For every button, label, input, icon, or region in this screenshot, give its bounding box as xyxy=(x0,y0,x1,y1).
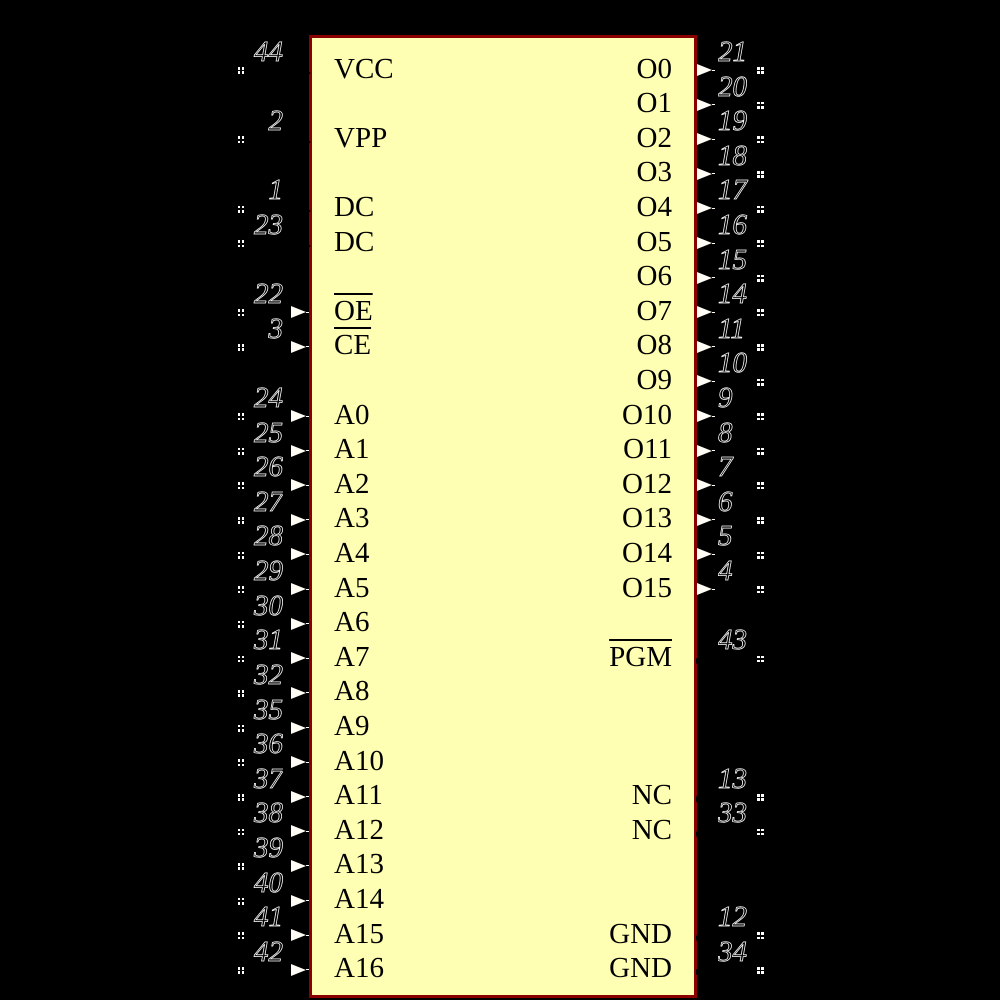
svg-text:33: 33 xyxy=(718,800,747,829)
svg-text:40: 40 xyxy=(254,870,283,899)
svg-text:11: 11 xyxy=(718,316,745,345)
svg-text:32: 32 xyxy=(253,662,283,691)
svg-text:19: 19 xyxy=(718,108,748,137)
svg-text:41: 41 xyxy=(254,904,283,933)
svg-text:9: 9 xyxy=(718,385,733,414)
svg-text:37: 37 xyxy=(253,766,283,795)
svg-text:10: 10 xyxy=(718,350,748,379)
svg-text:30: 30 xyxy=(253,593,283,622)
svg-text:38: 38 xyxy=(253,800,283,829)
svg-text:16: 16 xyxy=(718,212,748,241)
svg-text:34: 34 xyxy=(718,939,747,968)
svg-text:14: 14 xyxy=(718,281,747,310)
svg-text:23: 23 xyxy=(254,212,283,241)
svg-text:21: 21 xyxy=(718,39,747,68)
svg-text:39: 39 xyxy=(253,835,283,864)
svg-text:8: 8 xyxy=(718,420,733,449)
svg-text:1: 1 xyxy=(269,177,284,206)
svg-text:20: 20 xyxy=(718,74,748,103)
svg-text:27: 27 xyxy=(254,489,283,518)
svg-text:25: 25 xyxy=(254,420,283,449)
svg-text:15: 15 xyxy=(718,247,747,276)
svg-text:22: 22 xyxy=(254,281,283,310)
svg-text:12: 12 xyxy=(718,904,747,933)
svg-text:28: 28 xyxy=(254,523,283,552)
svg-text:29: 29 xyxy=(254,558,283,587)
svg-text:35: 35 xyxy=(253,697,283,726)
svg-text:42: 42 xyxy=(254,939,283,968)
svg-text:17: 17 xyxy=(718,177,749,206)
svg-text:18: 18 xyxy=(718,143,748,172)
svg-text:7: 7 xyxy=(718,454,734,483)
svg-text:24: 24 xyxy=(254,385,283,414)
svg-text:5: 5 xyxy=(718,523,733,552)
svg-text:6: 6 xyxy=(718,489,733,518)
svg-text:43: 43 xyxy=(718,627,747,656)
svg-text:13: 13 xyxy=(718,766,747,795)
svg-text:44: 44 xyxy=(254,39,283,68)
svg-text:2: 2 xyxy=(269,108,284,137)
svg-text:4: 4 xyxy=(718,558,733,587)
svg-text:31: 31 xyxy=(253,627,283,656)
svg-text:3: 3 xyxy=(268,316,284,345)
svg-text:36: 36 xyxy=(253,731,283,760)
svg-text:26: 26 xyxy=(254,454,283,483)
